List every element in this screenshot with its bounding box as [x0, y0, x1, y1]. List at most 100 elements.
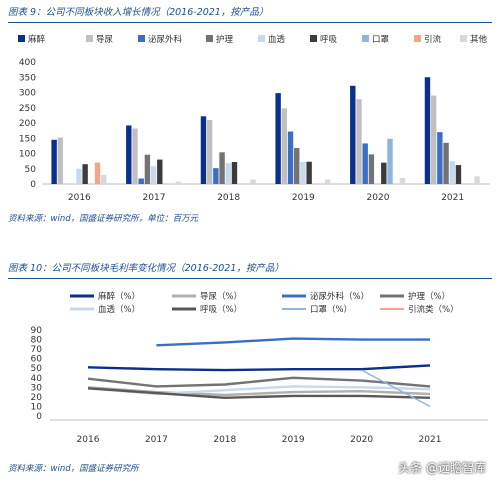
bar-4-1 [150, 166, 157, 184]
bar-3-3 [294, 148, 300, 184]
bar-1-1 [132, 128, 138, 184]
legend-swatch-1 [86, 35, 93, 42]
bar-1-4 [356, 99, 362, 184]
bar-0-0 [51, 139, 57, 184]
x-tick-1: 2017 [143, 193, 166, 203]
legend-label-1: 导尿（%） [200, 291, 242, 302]
x-tick-3: 2019 [292, 193, 315, 203]
bar-5-3 [306, 161, 312, 184]
bar-3-4 [368, 154, 375, 184]
y-tick-1: 50 [25, 165, 37, 175]
series-line-2-0 [156, 337, 430, 347]
legend-label-8: 其他 [470, 34, 488, 45]
bar-6-4 [387, 138, 393, 184]
legend-swatch-8 [460, 35, 467, 42]
bar-3-1 [144, 154, 151, 184]
y-tick-6: 60 [31, 355, 43, 365]
legend-swatch-0 [18, 35, 25, 42]
bar-0-1 [126, 125, 132, 184]
legend-label-1: 导尿 [96, 35, 114, 45]
bar-5-0 [82, 164, 88, 184]
bar-1-0 [57, 137, 64, 184]
legend-label-7: 引流 [424, 34, 442, 45]
series-line-0-0 [87, 364, 431, 372]
series-line-3-0 [87, 376, 431, 388]
bar-2-3 [287, 131, 294, 184]
legend-label-3: 护理（%） [408, 291, 450, 302]
legend-swatch-5 [310, 35, 317, 42]
bar-chart: 麻醉 导尿 泌尿外科 护理 血透 呼吸 口罩 引流 其他 0 50 100 150 200 250 300 35… [18, 34, 490, 203]
y-tick-5: 250 [19, 104, 36, 114]
bar-4-3 [300, 162, 306, 184]
y-tick-8: 80 [31, 336, 43, 346]
y-tick-9: 90 [31, 326, 43, 336]
bar-0-3 [275, 93, 281, 184]
y-tick-7: 70 [31, 345, 43, 355]
legend-label-3: 护理 [216, 34, 234, 45]
y-tick-7: 350 [19, 73, 36, 83]
y-tick-0: 0 [30, 180, 36, 190]
legend-swatch-4 [258, 35, 265, 42]
legend-label-5: 呼吸 [320, 34, 338, 45]
watermark: 头条 @远瞻智库 [398, 461, 486, 475]
line-chart: 麻醉（%） 导尿（%） 泌尿外科（%） 护理（%） 血透（%） 呼吸（%） 口罩（%） 引流类… [31, 291, 488, 445]
bar-1-3 [281, 108, 288, 184]
legend-swatch-2 [138, 35, 145, 42]
figure2-source: 资料来源：wind，国盛证券研究所 [8, 464, 139, 474]
x-tick-2: 2018 [217, 193, 240, 203]
y-tick-0: 0 [36, 412, 42, 422]
series-line-6-0 [361, 369, 431, 408]
bar-1-2 [206, 119, 213, 184]
x-tick-5: 2021 [441, 193, 464, 203]
bar-5-1 [157, 159, 163, 184]
bar-0-2 [200, 116, 207, 184]
bar-8-4 [399, 177, 406, 184]
bar-3-2 [219, 152, 225, 184]
bar-3-5 [443, 142, 449, 184]
bar-2-4 [362, 143, 368, 184]
bar-4-2 [225, 163, 231, 184]
bar-2-2 [213, 168, 219, 184]
legend-label-0: 麻醉 [28, 34, 46, 45]
x-tick-1: 2017 [145, 435, 168, 445]
figure2-title: 图表 10：公司不同板块毛利率变化情况（2016-2021，按产品） [8, 263, 284, 274]
legend-label-5: 呼吸（%） [200, 304, 242, 315]
x-tick-0: 2016 [77, 435, 100, 445]
y-tick-1: 10 [31, 402, 43, 412]
legend-label-6: 口罩 [372, 35, 390, 45]
y-tick-5: 50 [31, 364, 43, 374]
y-tick-3: 30 [31, 383, 43, 393]
y-tick-3: 150 [19, 134, 36, 144]
bar-8-1 [175, 181, 182, 184]
legend-swatch-7 [414, 35, 421, 42]
bar-4-5 [449, 161, 455, 184]
bar-0-5 [424, 77, 431, 184]
bar-8-2 [250, 179, 256, 184]
bar-0-4 [350, 85, 356, 184]
y-tick-8: 400 [19, 58, 36, 68]
x-tick-3: 2019 [282, 435, 305, 445]
y-tick-4: 40 [31, 374, 43, 384]
legend-label-0: 麻醉（%） [98, 291, 140, 302]
bar-5-2 [231, 162, 238, 184]
bar-7-0 [94, 162, 101, 184]
legend-label-7: 引流类（%） [408, 304, 459, 315]
y-tick-6: 300 [19, 89, 36, 99]
legend-label-2: 泌尿外科（%） [310, 291, 369, 302]
series-line-5-0 [87, 387, 431, 400]
x-tick-4: 2020 [367, 193, 390, 203]
y-tick-2: 100 [19, 150, 36, 160]
legend-label-4: 血透 [268, 34, 286, 45]
figure1-rule [8, 22, 492, 23]
legend-label-2: 泌尿外科 [148, 34, 183, 45]
x-tick-4: 2020 [350, 435, 373, 445]
bar-5-5 [455, 165, 462, 184]
x-tick-2: 2018 [213, 435, 236, 445]
y-tick-4: 200 [19, 119, 36, 129]
x-tick-0: 2016 [68, 193, 91, 203]
bar-8-3 [325, 179, 331, 184]
legend-label-6: 口罩（%） [310, 304, 352, 315]
bar-4-0 [76, 168, 82, 184]
legend-swatch-6 [362, 35, 369, 42]
figure1-source: 资料来源：wind，国盛证券研究所，单位：百万元 [8, 214, 199, 224]
